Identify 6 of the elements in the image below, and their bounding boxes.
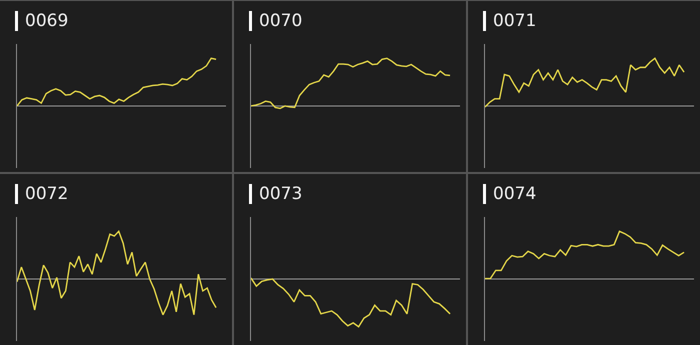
chart-title: 0073 — [249, 184, 302, 204]
chart-title: 0071 — [483, 11, 536, 31]
chart-title: 0070 — [249, 11, 302, 31]
chart-title: 0074 — [483, 184, 536, 204]
chart-title: 0069 — [15, 11, 68, 31]
chart-title: 0072 — [15, 184, 68, 204]
